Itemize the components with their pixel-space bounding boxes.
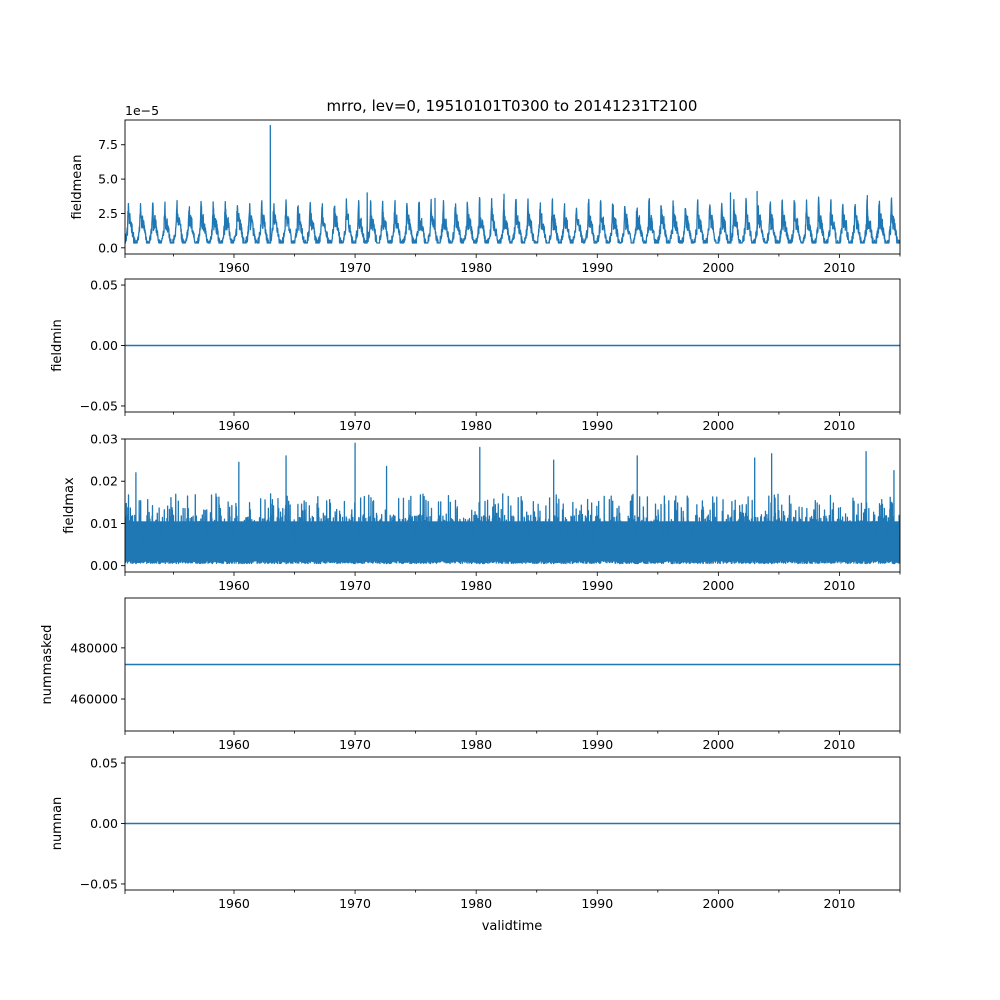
x-tick-label: 2000 <box>702 260 734 275</box>
y-tick-label: 0.00 <box>90 338 118 353</box>
x-tick-label: 1980 <box>460 896 492 911</box>
y-tick-label: 0.00 <box>90 558 118 573</box>
x-tick-label: 1980 <box>460 737 492 752</box>
y-tick-label: −0.05 <box>80 876 118 891</box>
y-tick-label: 0.05 <box>90 756 118 771</box>
y-axis-label-nummasked: nummasked <box>40 625 55 705</box>
axes-frame <box>124 597 901 732</box>
x-tick-label: 1960 <box>218 578 250 593</box>
x-tick-label: 1990 <box>581 418 613 433</box>
y-tick-label: 0.03 <box>90 432 118 447</box>
y-axis-label-fieldmax: fieldmax <box>62 477 77 534</box>
y-axis-label-fieldmin: fieldmin <box>50 319 65 372</box>
x-tick-label: 2010 <box>824 896 856 911</box>
x-tick-label: 1970 <box>339 896 371 911</box>
axes-frame <box>124 438 901 573</box>
x-tick-label: 1970 <box>339 737 371 752</box>
x-tick-label: 1990 <box>581 737 613 752</box>
subplot-fieldmin: −0.05 0.00 0.05 1960 1970 1980 1990 2000 2010 fie… <box>50 278 901 433</box>
axes-frame <box>124 119 901 255</box>
x-tick-label: 1960 <box>218 260 250 275</box>
x-tick-label: 1990 <box>581 260 613 275</box>
x-tick-label: 2010 <box>824 260 856 275</box>
y-tick-label: 460000 <box>70 692 118 707</box>
x-tick-label: 2000 <box>702 418 734 433</box>
series-line-fieldmax <box>125 442 900 565</box>
x-tick-label: 1980 <box>460 418 492 433</box>
series-line-fieldmean <box>125 124 900 244</box>
x-axis-label: validtime <box>482 919 543 934</box>
y-tick-label: 0.00 <box>90 816 118 831</box>
x-tick-label: 1970 <box>339 418 371 433</box>
x-tick-label: 2000 <box>702 896 734 911</box>
x-tick-label: 2010 <box>824 578 856 593</box>
x-tick-label: 1960 <box>218 896 250 911</box>
y-tick-label: 480000 <box>70 640 118 655</box>
y-tick-label: 7.5 <box>98 137 118 152</box>
y-tick-label: 2.5 <box>98 206 118 221</box>
y-tick-label: 0.05 <box>90 278 118 293</box>
x-tick-label: 1990 <box>581 896 613 911</box>
x-tick-label: 1980 <box>460 578 492 593</box>
y-tick-label: 5.0 <box>98 172 118 187</box>
x-tick-label: 2000 <box>702 737 734 752</box>
x-tick-label: 1960 <box>218 418 250 433</box>
x-tick-label: 1970 <box>339 578 371 593</box>
y-tick-label: 0.02 <box>90 474 118 489</box>
y-offset-label: 1e−5 <box>125 103 159 118</box>
x-tick-label: 1980 <box>460 260 492 275</box>
subplot-numnan: −0.05 0.00 0.05 1960 1970 1980 1990 2000 2010 num… <box>50 756 901 911</box>
x-tick-label: 1990 <box>581 578 613 593</box>
subplot-fieldmean: 0.0 2.5 5.0 7.5 1960 1970 1980 1990 2000 2010 fiel… <box>70 103 901 275</box>
x-tick-label: 1960 <box>218 737 250 752</box>
subplot-panels: 0.0 2.5 5.0 7.5 1960 1970 1980 1990 2000 2010 fiel… <box>40 103 901 911</box>
chart-title: mrro, lev=0, 19510101T0300 to 20141231T2… <box>327 97 698 115</box>
y-axis-label-fieldmean: fieldmean <box>70 155 85 220</box>
x-tick-label: 2010 <box>824 737 856 752</box>
y-tick-label: 0.0 <box>98 240 118 255</box>
y-tick-label: 0.01 <box>90 516 118 531</box>
subplot-nummasked: 460000 480000 1960 1970 1980 1990 2000 2010 numm… <box>40 597 901 752</box>
y-tick-label: −0.05 <box>80 398 118 413</box>
y-axis-label-numnan: numnan <box>50 797 65 851</box>
subplot-fieldmax: 0.00 0.01 0.02 0.03 1960 1970 1980 1990 2000 2010… <box>62 432 901 593</box>
x-tick-label: 2010 <box>824 418 856 433</box>
x-tick-label: 2000 <box>702 578 734 593</box>
x-tick-label: 1970 <box>339 260 371 275</box>
